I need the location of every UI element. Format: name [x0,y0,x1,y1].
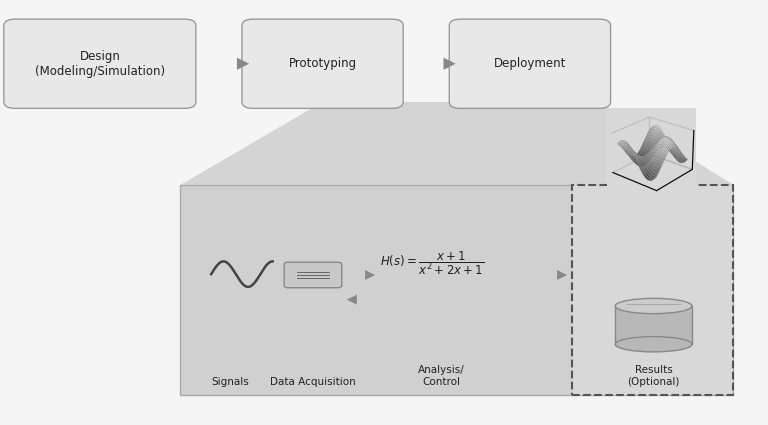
FancyBboxPatch shape [449,19,611,108]
FancyBboxPatch shape [242,19,403,108]
Text: Results
(Optional): Results (Optional) [627,365,680,387]
Text: Deployment: Deployment [494,57,566,70]
FancyBboxPatch shape [4,19,196,108]
FancyBboxPatch shape [615,306,692,344]
Text: Data Acquisition: Data Acquisition [270,377,356,387]
Text: Analysis/
Control: Analysis/ Control [419,365,465,387]
Polygon shape [180,102,733,185]
Ellipse shape [615,298,692,314]
Text: Prototyping: Prototyping [289,57,356,70]
FancyBboxPatch shape [284,262,342,288]
Bar [572,185,733,395]
Text: $H(s) = \dfrac{x+1}{x^2+2x+1}$: $H(s) = \dfrac{x+1}{x^2+2x+1}$ [380,249,485,278]
Bar [180,185,733,395]
Ellipse shape [615,337,692,352]
Text: Design
(Modeling/Simulation): Design (Modeling/Simulation) [35,50,165,78]
Text: Signals: Signals [211,377,250,387]
